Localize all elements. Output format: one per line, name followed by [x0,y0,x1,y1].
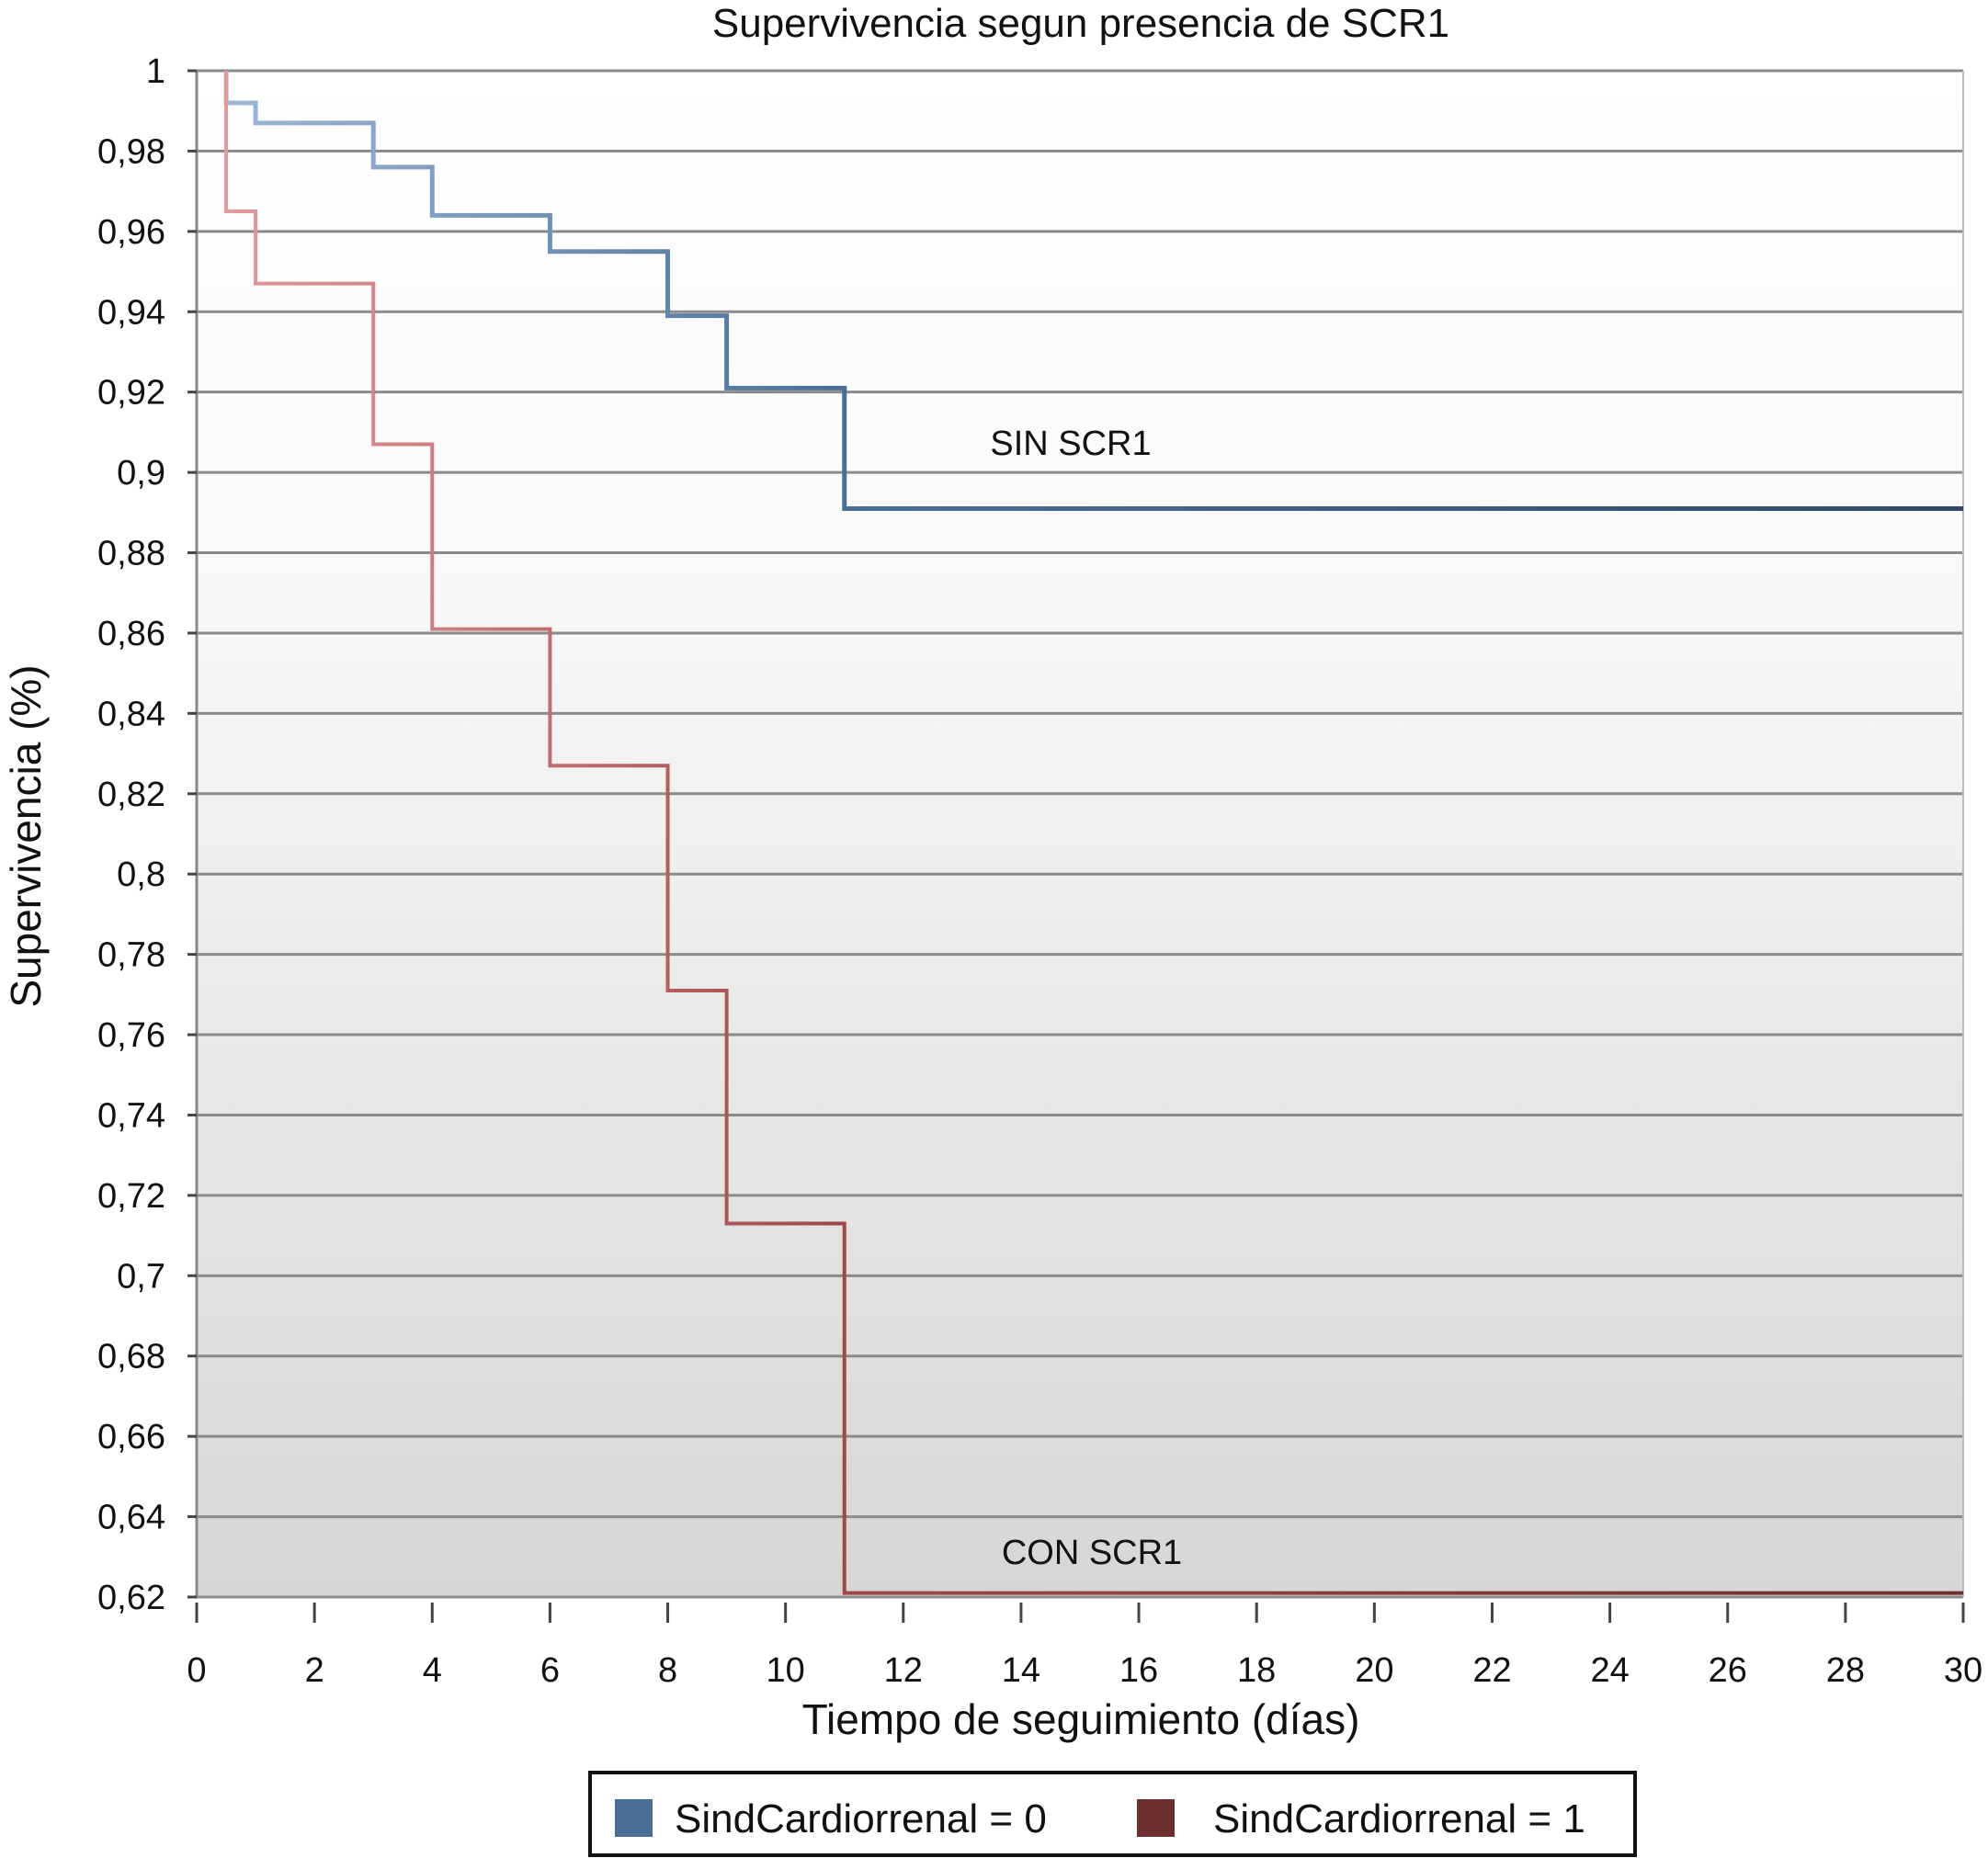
y-tick-label: 0,66 [97,1418,165,1456]
annotation-sin-scr1: SIN SCR1 [990,425,1151,463]
x-tick-label: 8 [658,1651,677,1690]
x-tick-label: 22 [1472,1651,1511,1690]
y-tick-label: 0,8 [117,855,165,894]
x-tick-label: 14 [1002,1651,1040,1690]
x-tick-label: 18 [1237,1651,1276,1690]
survival-line-1 [224,71,1963,1595]
survival-line-0 [223,71,1963,511]
y-tick-label: 0,88 [97,535,165,573]
y-tick-label: 0,9 [117,454,165,493]
x-tick-label: 2 [305,1651,324,1690]
legend: SindCardiorrenal = 0 SindCardiorrenal = … [588,1771,1637,1857]
y-tick-label: 0,98 [97,132,165,171]
x-tick-label: 4 [423,1651,442,1690]
x-tick-label: 16 [1119,1651,1158,1690]
annotation-con-scr1: CON SCR1 [1002,1534,1182,1572]
y-tick-label: 0,76 [97,1016,165,1055]
legend-swatch-0 [615,1799,653,1837]
x-tick-label: 6 [540,1651,560,1690]
y-tick-label: 0,82 [97,776,165,814]
x-tick-label: 0 [187,1651,206,1690]
y-tick-label: 0,84 [97,695,165,733]
legend-label-0: SindCardiorrenal = 0 [675,1796,1047,1841]
y-axis-label: Supervivencia (%) [2,664,50,1007]
legend-swatch-1 [1137,1799,1175,1837]
y-tick-label: 0,7 [117,1257,165,1296]
x-tick-label: 30 [1944,1651,1982,1690]
y-tick-label: 0,62 [97,1579,165,1617]
x-tick-label: 28 [1826,1651,1865,1690]
y-tick-label: 0,74 [97,1096,165,1135]
y-tick-label: 0,72 [97,1177,165,1216]
y-tick-label: 0,64 [97,1499,165,1537]
y-tick-label: 0,94 [97,293,165,332]
x-axis-label: Tiempo de seguimiento (días) [802,1695,1360,1743]
y-tick-label: 0,68 [97,1338,165,1377]
y-tick-label: 0,86 [97,615,165,653]
y-tick-label: 0,92 [97,374,165,413]
plot-background [197,71,1963,1597]
legend-label-1: SindCardiorrenal = 1 [1213,1796,1585,1841]
x-tick-label: 26 [1709,1651,1747,1690]
x-tick-label: 12 [884,1651,923,1690]
legend-box [588,1771,1637,1857]
y-tick-label: 1 [146,52,165,91]
x-tick-label: 20 [1355,1651,1393,1690]
x-tick-label: 10 [767,1651,805,1690]
x-tick-label: 24 [1590,1651,1629,1690]
chart-title: Supervivencia segun presencia de SCR1 [712,1,1449,46]
y-tick-label: 0,78 [97,936,165,975]
y-tick-label: 0,96 [97,213,165,252]
